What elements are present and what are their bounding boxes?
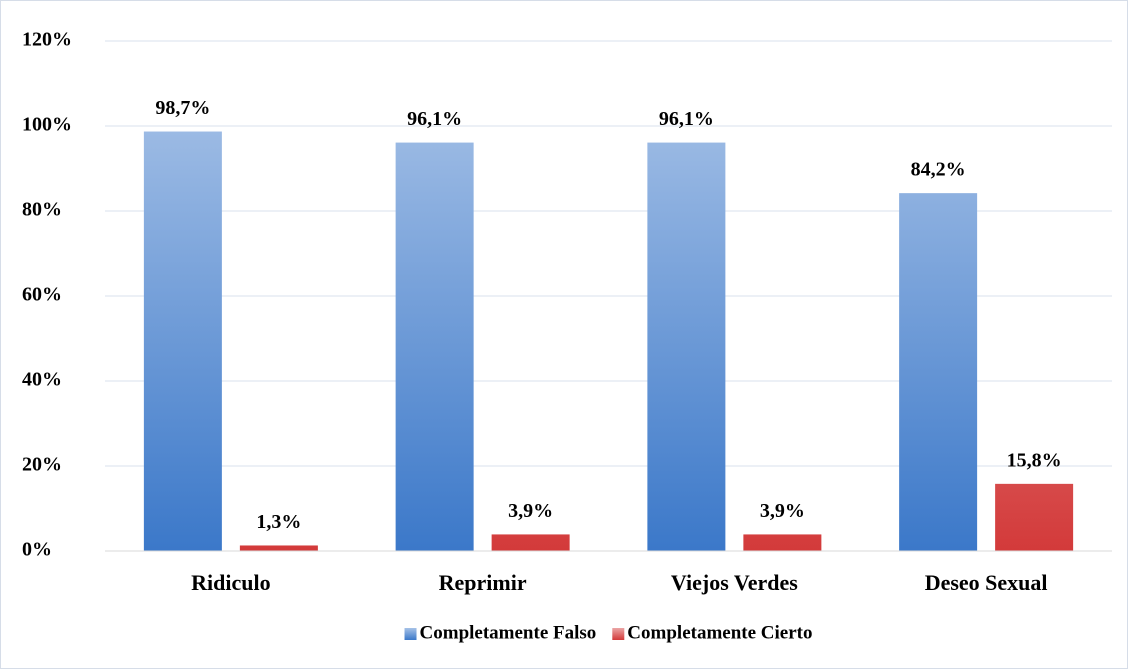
x-tick-label: Deseo Sexual <box>925 570 1048 595</box>
data-label: 96,1% <box>659 108 714 130</box>
bar <box>491 534 570 551</box>
legend-swatch <box>612 628 625 640</box>
y-tick-label: 0% <box>22 539 52 561</box>
bar <box>743 534 822 551</box>
x-tick-label: Ridiculo <box>191 570 270 595</box>
y-tick-label: 100% <box>22 114 72 136</box>
y-tick-label: 40% <box>22 369 62 391</box>
legend-label: Completamente Cierto <box>627 622 812 643</box>
legend-swatch <box>404 628 417 640</box>
y-tick-label: 20% <box>22 454 62 476</box>
data-label: 96,1% <box>407 108 462 130</box>
bar <box>899 193 978 551</box>
data-label: 3,9% <box>760 500 805 522</box>
bar <box>995 483 1074 551</box>
bar <box>647 142 726 551</box>
y-tick-label: 60% <box>22 284 62 306</box>
data-label: 3,9% <box>508 500 553 522</box>
bar <box>143 131 222 551</box>
x-tick-label: Reprimir <box>439 570 527 595</box>
y-tick-label: 80% <box>22 199 62 221</box>
legend-label: Completamente Falso <box>420 622 597 643</box>
data-label: 1,3% <box>256 511 301 533</box>
bar <box>239 545 318 551</box>
bar <box>395 142 474 551</box>
x-tick-label: Viejos Verdes <box>671 570 798 595</box>
data-label: 98,7% <box>155 97 210 119</box>
y-tick-label: 120% <box>22 29 72 51</box>
data-label: 15,8% <box>1007 449 1062 471</box>
legend: Completamente Falso Completamente Cierto <box>404 622 812 643</box>
data-label: 84,2% <box>911 159 966 181</box>
